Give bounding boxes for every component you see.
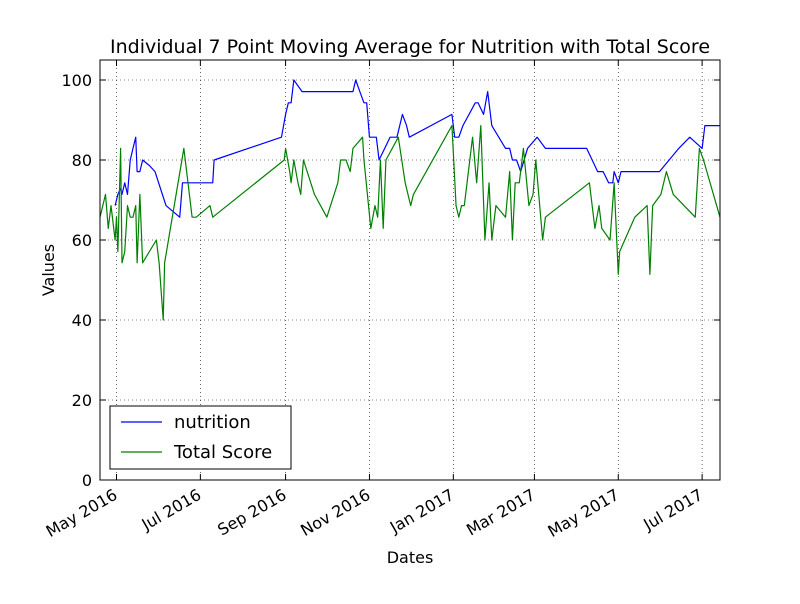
- x-axis-label: Dates: [387, 548, 434, 567]
- axis-ticks: [100, 60, 720, 481]
- legend-box: [109, 405, 292, 470]
- y-axis-tick-labels: 0 20 40 60 80 100: [61, 71, 92, 490]
- y-tick-label: 100: [61, 71, 92, 90]
- y-tick-label: 60: [72, 231, 92, 250]
- y-tick-label: 80: [72, 151, 92, 170]
- legend-label-nutrition: nutrition: [174, 412, 251, 433]
- y-tick-label: 0: [82, 471, 92, 490]
- series-line-total-score: [100, 125, 720, 321]
- y-tick-label: 20: [72, 391, 92, 410]
- y-tick-label: 40: [72, 311, 92, 330]
- plot-frame: [99, 59, 721, 481]
- y-axis-label: Values: [39, 244, 58, 296]
- legend-label-total-score: Total Score: [173, 442, 272, 463]
- series-lines: [100, 79, 720, 321]
- series-line-nutrition: [114, 79, 720, 218]
- chart-title: Individual 7 Point Moving Average for Nu…: [110, 36, 710, 58]
- legend: nutrition Total Score: [109, 405, 292, 470]
